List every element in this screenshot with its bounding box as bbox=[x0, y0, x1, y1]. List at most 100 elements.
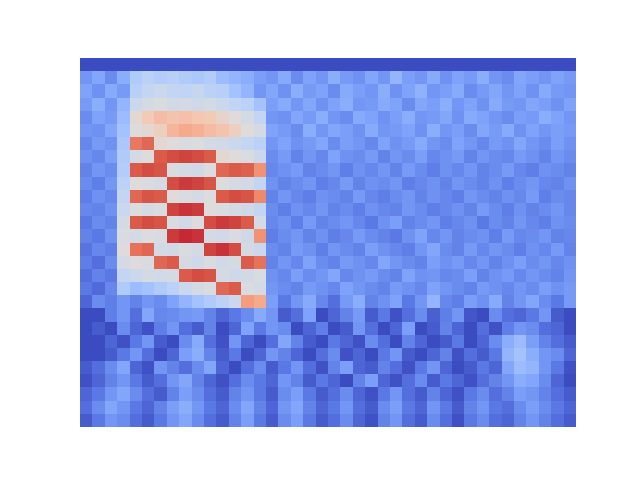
heatmap-cell bbox=[415, 124, 428, 138]
heatmap-cell bbox=[80, 348, 93, 362]
heatmap-cell bbox=[514, 335, 527, 349]
heatmap-cell bbox=[229, 243, 242, 257]
heatmap-cell bbox=[229, 361, 242, 375]
heatmap-cell bbox=[514, 308, 527, 322]
heatmap-cell bbox=[204, 163, 217, 177]
heatmap-cell bbox=[291, 190, 304, 204]
heatmap-cell bbox=[464, 401, 477, 415]
heatmap-cell bbox=[192, 98, 205, 112]
heatmap-cell bbox=[278, 190, 291, 204]
heatmap-cell bbox=[92, 177, 105, 191]
heatmap-cell bbox=[241, 308, 254, 322]
heatmap-cell bbox=[105, 322, 118, 336]
heatmap-cell bbox=[204, 243, 217, 257]
heatmap-cell bbox=[353, 374, 366, 388]
heatmap-cell bbox=[130, 256, 143, 270]
heatmap-cell bbox=[142, 229, 155, 243]
heatmap-cell bbox=[440, 308, 453, 322]
heatmap-cell bbox=[204, 137, 217, 151]
heatmap-cell bbox=[489, 322, 502, 336]
heatmap-cell bbox=[365, 137, 378, 151]
heatmap-cell bbox=[92, 414, 105, 427]
heatmap-cell bbox=[539, 414, 552, 427]
heatmap-cell bbox=[266, 229, 279, 243]
heatmap-cell bbox=[353, 387, 366, 401]
heatmap-cell bbox=[390, 374, 403, 388]
heatmap-cell bbox=[241, 203, 254, 217]
heatmap-cell bbox=[477, 282, 490, 296]
heatmap-cell bbox=[80, 401, 93, 415]
heatmap-cell bbox=[477, 216, 490, 230]
heatmap-cell bbox=[340, 177, 353, 191]
heatmap-cell bbox=[502, 216, 515, 230]
heatmap-cell bbox=[452, 98, 465, 112]
heatmap-cell bbox=[316, 137, 329, 151]
heatmap-cell bbox=[167, 401, 180, 415]
heatmap-cell bbox=[291, 243, 304, 257]
heatmap-cell bbox=[427, 163, 440, 177]
heatmap-cell bbox=[192, 150, 205, 164]
heatmap-cell bbox=[303, 111, 316, 125]
heatmap-cell bbox=[390, 243, 403, 257]
heatmap-cell bbox=[291, 177, 304, 191]
heatmap-cell bbox=[340, 229, 353, 243]
heatmap-cell bbox=[266, 322, 279, 336]
heatmap-cell bbox=[142, 295, 155, 309]
heatmap-cell bbox=[179, 308, 192, 322]
heatmap-cell bbox=[402, 203, 415, 217]
heatmap-cell bbox=[489, 137, 502, 151]
heatmap-cell bbox=[291, 58, 304, 72]
heatmap-cell bbox=[291, 203, 304, 217]
heatmap-cell bbox=[564, 335, 576, 349]
heatmap-cell bbox=[390, 137, 403, 151]
heatmap-cell bbox=[365, 243, 378, 257]
heatmap-cell bbox=[514, 229, 527, 243]
heatmap-cell bbox=[378, 111, 391, 125]
heatmap-cell bbox=[402, 124, 415, 138]
heatmap-cell bbox=[415, 190, 428, 204]
heatmap-cell bbox=[402, 387, 415, 401]
heatmap-cell bbox=[117, 322, 130, 336]
heatmap-cell bbox=[427, 414, 440, 427]
heatmap-cell bbox=[378, 348, 391, 362]
heatmap-cell bbox=[179, 414, 192, 427]
heatmap-cell bbox=[477, 124, 490, 138]
heatmap-cell bbox=[229, 84, 242, 98]
heatmap-cell bbox=[204, 269, 217, 283]
heatmap-cell bbox=[452, 190, 465, 204]
heatmap-cell bbox=[452, 414, 465, 427]
heatmap-cell bbox=[353, 190, 366, 204]
heatmap-cell bbox=[266, 163, 279, 177]
heatmap-cell bbox=[464, 71, 477, 85]
heatmap-cell bbox=[179, 282, 192, 296]
heatmap-cell bbox=[452, 335, 465, 349]
heatmap-cell bbox=[278, 335, 291, 349]
heatmap-cell bbox=[440, 414, 453, 427]
heatmap-cell bbox=[440, 282, 453, 296]
heatmap-cell bbox=[353, 111, 366, 125]
heatmap-cell bbox=[390, 163, 403, 177]
heatmap-cell bbox=[130, 282, 143, 296]
heatmap-cell bbox=[452, 308, 465, 322]
heatmap-cell bbox=[402, 177, 415, 191]
heatmap-cell bbox=[303, 150, 316, 164]
heatmap-cell bbox=[551, 308, 564, 322]
heatmap-cell bbox=[303, 84, 316, 98]
heatmap-cell bbox=[390, 84, 403, 98]
heatmap-cell bbox=[390, 414, 403, 427]
heatmap-cell bbox=[278, 295, 291, 309]
heatmap-cell bbox=[229, 401, 242, 415]
heatmap-cell bbox=[427, 335, 440, 349]
heatmap-cell bbox=[415, 414, 428, 427]
heatmap-cell bbox=[80, 84, 93, 98]
heatmap-cell bbox=[278, 361, 291, 375]
heatmap-cell bbox=[254, 322, 267, 336]
heatmap-cell bbox=[440, 190, 453, 204]
heatmap-cell bbox=[452, 322, 465, 336]
heatmap-cell bbox=[477, 137, 490, 151]
heatmap-cell bbox=[142, 124, 155, 138]
heatmap-cell bbox=[291, 361, 304, 375]
heatmap-cell bbox=[254, 348, 267, 362]
heatmap-cell bbox=[105, 163, 118, 177]
heatmap-cell bbox=[551, 190, 564, 204]
